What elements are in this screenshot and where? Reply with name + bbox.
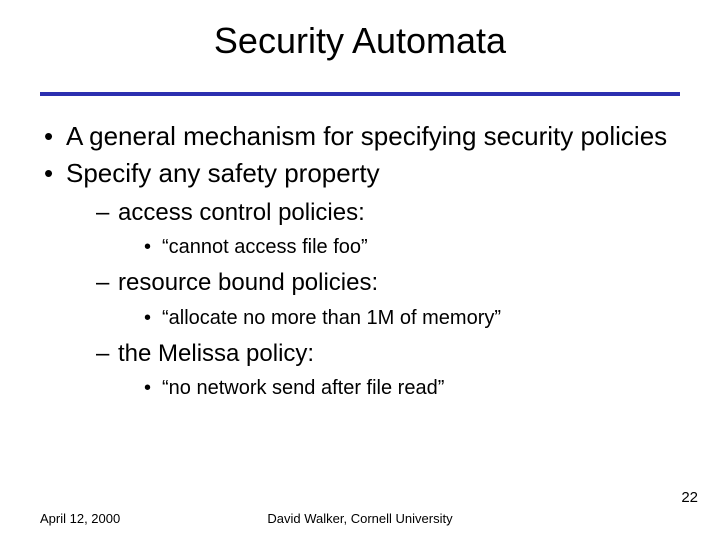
bullet-l1-text: A general mechanism for specifying secur… [66, 121, 667, 151]
bullet-l3-text: “cannot access file foo” [162, 236, 368, 258]
bullet-l1-text: Specify any safety property [66, 158, 380, 188]
bullet-l2-text: the Melissa policy: [118, 340, 314, 367]
title-underline [40, 92, 680, 96]
bullet-list-level3: “no network send after file read” [144, 374, 680, 402]
slide-title: Security Automata [40, 20, 680, 68]
bullet-l2-text: access control policies: [118, 199, 365, 226]
footer-author: David Walker, Cornell University [0, 511, 720, 526]
bullet-l3-item: “cannot access file foo” [144, 233, 680, 261]
bullet-l2-item: access control policies: “cannot access … [96, 197, 680, 261]
page-number: 22 [681, 489, 698, 506]
bullet-l3-text: “allocate no more than 1M of memory” [162, 307, 501, 329]
bullet-l2-item: the Melissa policy: “no network send aft… [96, 338, 680, 402]
bullet-l1-item: A general mechanism for specifying secur… [40, 120, 680, 153]
bullet-l2-text: resource bound policies: [118, 269, 378, 296]
bullet-l3-item: “no network send after file read” [144, 374, 680, 402]
bullet-list-level3: “allocate no more than 1M of memory” [144, 304, 680, 332]
bullet-list-level2: access control policies: “cannot access … [96, 197, 680, 402]
bullet-l3-text: “no network send after file read” [162, 377, 444, 399]
bullet-list-level1: A general mechanism for specifying secur… [40, 120, 680, 402]
bullet-l2-item: resource bound policies: “allocate no mo… [96, 267, 680, 331]
bullet-list-level3: “cannot access file foo” [144, 233, 680, 261]
bullet-l3-item: “allocate no more than 1M of memory” [144, 304, 680, 332]
bullet-l1-item: Specify any safety property access contr… [40, 157, 680, 403]
